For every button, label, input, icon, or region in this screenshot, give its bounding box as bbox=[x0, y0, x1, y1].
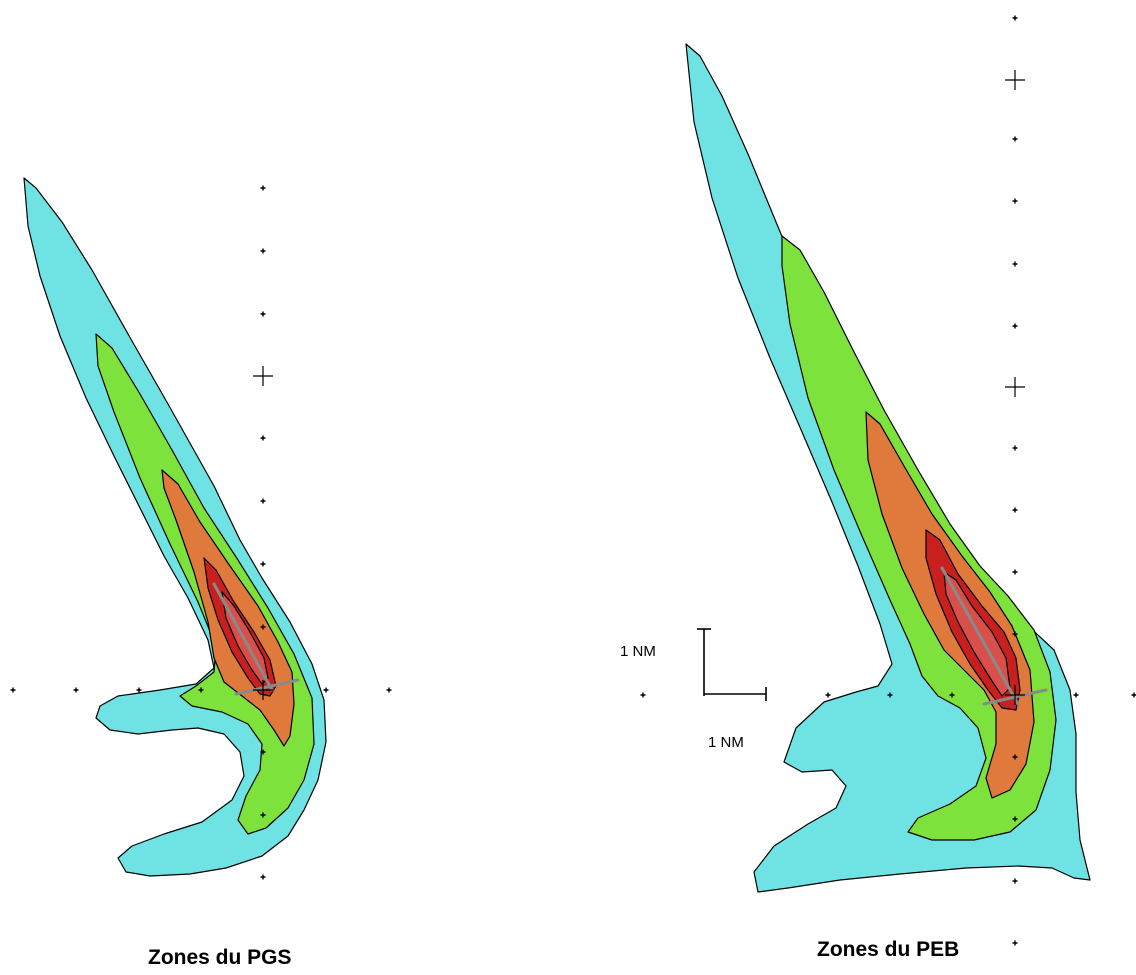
peb-runway bbox=[940, 566, 1020, 706]
grid-dot bbox=[1073, 692, 1079, 698]
grid-dot bbox=[323, 687, 329, 693]
grid-dot bbox=[1012, 569, 1018, 575]
grid-dot bbox=[198, 687, 204, 693]
pgs-caption: Zones du PGS bbox=[148, 946, 292, 969]
grid-dot bbox=[1012, 754, 1018, 760]
grid-cross bbox=[253, 366, 273, 386]
grid-dot bbox=[1012, 15, 1018, 21]
grid-dot bbox=[136, 687, 142, 693]
grid-dot bbox=[1012, 323, 1018, 329]
pgs-runway-cross bbox=[234, 678, 300, 696]
grid-dot bbox=[260, 874, 266, 880]
grid-cross bbox=[1005, 70, 1025, 90]
grid-dot bbox=[1012, 261, 1018, 267]
grid-dot bbox=[1012, 136, 1018, 142]
grid-dot bbox=[260, 812, 266, 818]
grid-dot bbox=[1012, 198, 1018, 204]
grid-cross bbox=[1005, 685, 1025, 705]
grid-dot bbox=[1012, 816, 1018, 822]
scale-bar bbox=[697, 628, 767, 701]
grid-cross bbox=[253, 680, 273, 700]
grid-dot bbox=[1012, 878, 1018, 884]
grid-dot bbox=[260, 749, 266, 755]
grid-markers bbox=[10, 15, 1136, 946]
grid-dot bbox=[1131, 692, 1136, 698]
grid-dot bbox=[10, 687, 16, 693]
grid-dot bbox=[1012, 507, 1018, 513]
peb-map bbox=[685, 43, 1091, 893]
pgs-map bbox=[23, 177, 327, 877]
grid-dot bbox=[1012, 445, 1018, 451]
grid-dot bbox=[825, 692, 831, 698]
peb-caption: Zones du PEB bbox=[817, 938, 960, 961]
grid-dot bbox=[949, 692, 955, 698]
grid-dot bbox=[260, 498, 266, 504]
grid-dot bbox=[260, 624, 266, 630]
grid-dot bbox=[1012, 940, 1018, 946]
grid-dot bbox=[260, 435, 266, 441]
grid-dot bbox=[73, 687, 79, 693]
grid-cross bbox=[1005, 377, 1025, 397]
pgs-runway bbox=[212, 582, 274, 692]
grid-dot bbox=[386, 687, 392, 693]
grid-dot bbox=[260, 311, 266, 317]
grid-dot bbox=[887, 692, 893, 698]
grid-dot bbox=[640, 692, 646, 698]
grid-dot bbox=[260, 561, 266, 567]
grid-dot bbox=[1012, 631, 1018, 637]
scale-label-horizontal: 1 NM bbox=[708, 734, 744, 751]
grid-dot bbox=[260, 185, 266, 191]
scale-label-vertical: 1 NM bbox=[620, 643, 656, 660]
grid-dot bbox=[260, 248, 266, 254]
